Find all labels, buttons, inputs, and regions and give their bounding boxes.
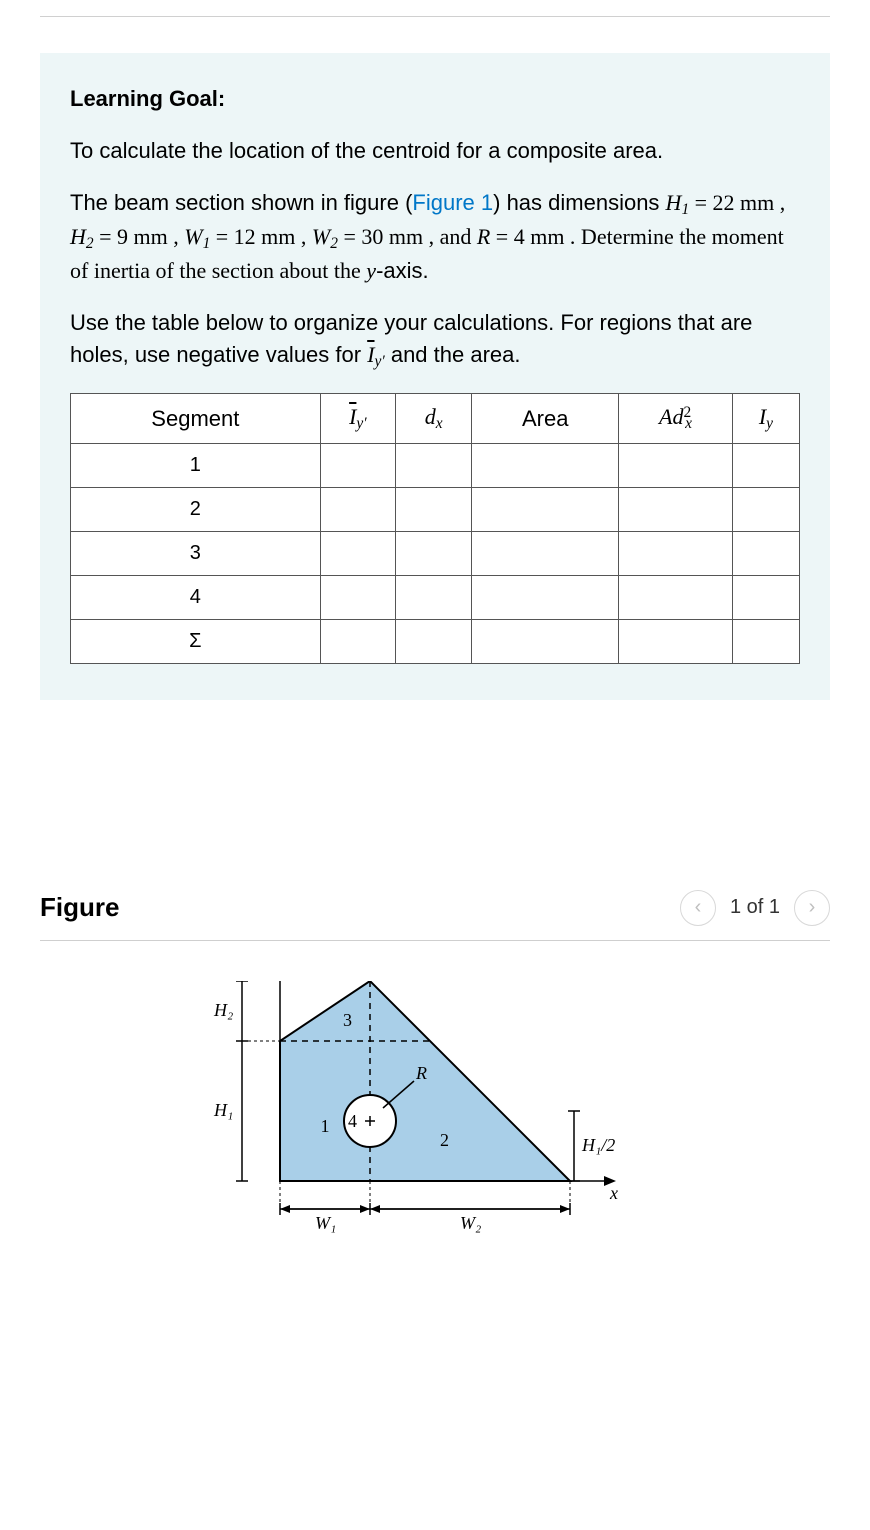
table-row: Σ <box>71 619 800 663</box>
var-H2: H2 <box>70 224 94 249</box>
svg-text:R: R <box>415 1063 427 1083</box>
svg-text:H₁/2: H₁/2 <box>581 1135 615 1155</box>
col-area: Area <box>472 394 619 444</box>
svg-text:1: 1 <box>321 1116 330 1136</box>
svg-text:2: 2 <box>440 1130 449 1150</box>
figure-section: Figure ‹ 1 of 1 › yx1234RH₁H₂H₁/2W₁W₂ <box>40 890 830 1241</box>
prev-figure-button[interactable]: ‹ <box>680 890 716 926</box>
table-row: 4 <box>71 575 800 619</box>
text: The beam section shown in figure ( <box>70 190 412 215</box>
text: and the area. <box>385 342 521 367</box>
table-header-row: Segment Iy′ dx Area Ad2x Iy <box>71 394 800 444</box>
table-row: 2 <box>71 487 800 531</box>
svg-text:H₂: H₂ <box>213 1000 233 1020</box>
row-label-sum: Σ <box>71 619 321 663</box>
svg-text:H₁: H₁ <box>213 1100 233 1120</box>
col-Adx2: Ad2x <box>619 394 733 444</box>
table-instruction: Use the table below to organize your cal… <box>70 307 800 373</box>
segments-table: Segment Iy′ dx Area Ad2x Iy 1 2 3 4 Σ <box>70 393 800 664</box>
var-W2: W2 <box>312 224 338 249</box>
text: = 9 mm , <box>94 224 185 249</box>
beam-diagram: yx1234RH₁H₂H₁/2W₁W₂ <box>200 981 670 1241</box>
var-W1: W1 <box>184 224 210 249</box>
col-Iy: Iy <box>732 394 799 444</box>
row-label: 3 <box>71 531 321 575</box>
svg-text:4: 4 <box>348 1111 357 1131</box>
var-R: R <box>477 224 490 249</box>
text: ) has dimensions <box>493 190 665 215</box>
text: = 22 mm , <box>689 190 785 215</box>
col-dx: dx <box>396 394 472 444</box>
learning-goal-intro: To calculate the location of the centroi… <box>70 135 800 167</box>
symbol-Ibar: I <box>367 342 374 367</box>
row-label: 4 <box>71 575 321 619</box>
table-row: 3 <box>71 531 800 575</box>
row-label: 2 <box>71 487 321 531</box>
row-label: 1 <box>71 443 321 487</box>
top-divider <box>40 16 830 17</box>
svg-text:W₂: W₂ <box>460 1213 481 1233</box>
svg-text:x: x <box>609 1183 618 1203</box>
figure-header: Figure ‹ 1 of 1 › <box>40 890 830 941</box>
figure-canvas: yx1234RH₁H₂H₁/2W₁W₂ <box>40 981 830 1241</box>
problem-statement: The beam section shown in figure (Figure… <box>70 187 800 287</box>
text: = 12 mm , <box>210 224 312 249</box>
figure-nav: ‹ 1 of 1 › <box>680 890 830 926</box>
figure-link[interactable]: Figure 1 <box>412 190 493 215</box>
svg-text:3: 3 <box>343 1010 352 1030</box>
learning-goal-panel: Learning Goal: To calculate the location… <box>40 53 830 700</box>
figure-count: 1 of 1 <box>730 896 780 919</box>
figure-title: Figure <box>40 892 119 923</box>
text: = 30 mm , and <box>338 224 477 249</box>
var-H1: H1 <box>666 190 690 215</box>
table-row: 1 <box>71 443 800 487</box>
table-body: 1 2 3 4 Σ <box>71 443 800 663</box>
col-Ibar-yprime: Iy′ <box>320 394 395 444</box>
col-segment: Segment <box>71 394 321 444</box>
svg-text:W₁: W₁ <box>315 1213 336 1233</box>
next-figure-button[interactable]: › <box>794 890 830 926</box>
learning-goal-heading: Learning Goal: <box>70 83 800 115</box>
text: -axis. <box>376 258 429 283</box>
var-y: y <box>366 258 376 283</box>
